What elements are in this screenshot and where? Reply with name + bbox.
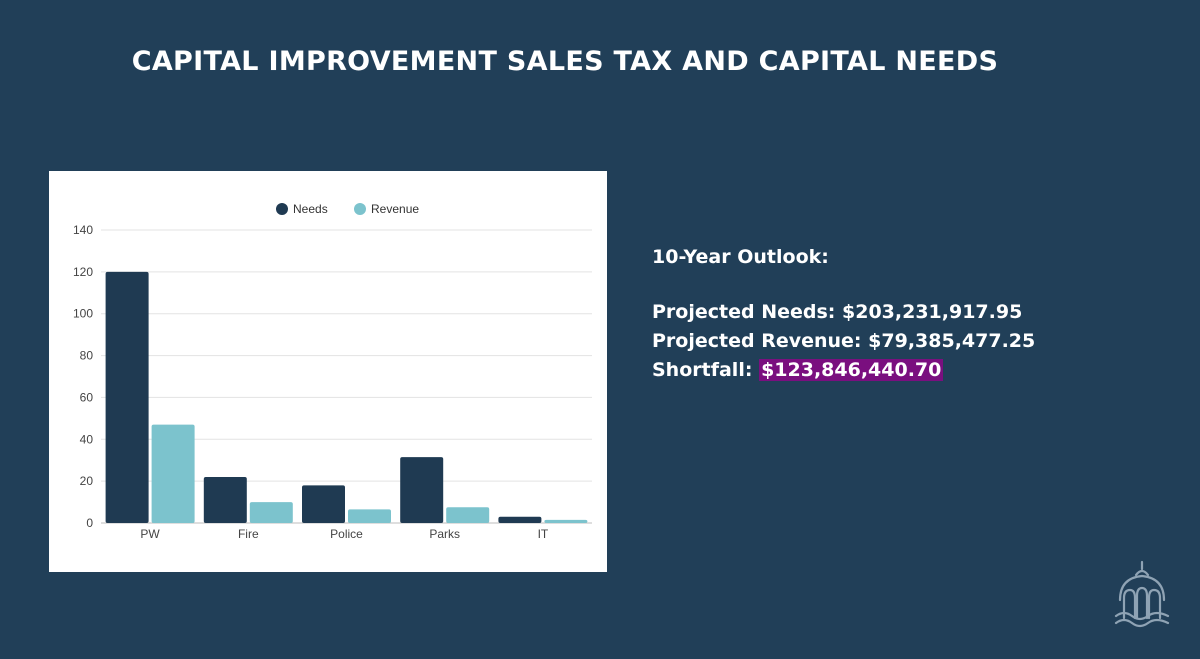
shortfall-line: Shortfall: $123,846,440.70 [652,356,1035,385]
bar-chart: Needs Revenue 0 20 40 60 80 100 120 140 PW Fire Po… [49,171,607,572]
legend-marker [354,203,366,215]
y-tick-label: 0 [86,516,93,530]
x-tick-label: Police [330,527,363,541]
capitol-dome-icon [1114,560,1170,628]
x-tick-label: IT [538,527,549,541]
bar-needs-fire [203,476,247,523]
slide-title: CAPITAL IMPROVEMENT SALES TAX AND CAPITA… [131,46,999,77]
needs-line: Projected Needs: $203,231,917.95 [652,298,1035,327]
legend-label: Needs [293,202,328,216]
y-tick-label: 140 [73,223,93,237]
y-axis-ticks: 0 20 40 60 80 100 120 140 [73,223,93,530]
x-axis-ticks: PW Fire Police Parks IT [140,527,548,541]
revenue-value: $79,385,477.25 [868,330,1036,352]
outlook-panel: 10-Year Outlook: Projected Needs: $203,2… [652,246,1035,385]
shortfall-label: Shortfall: [652,359,753,381]
x-tick-label: PW [140,527,160,541]
y-tick-label: 100 [73,307,93,321]
chart-legend: Needs Revenue [276,202,419,216]
legend-label: Revenue [371,202,419,216]
needs-label: Projected Needs: [652,301,836,323]
y-tick-label: 20 [80,474,94,488]
y-tick-label: 120 [73,265,93,279]
legend-marker [276,203,288,215]
bar-needs-pw [105,271,149,523]
x-tick-label: Parks [429,527,460,541]
y-tick-label: 60 [80,390,94,404]
bar-needs-parks [400,457,444,523]
bar-revenue-it [544,519,588,523]
bar-revenue-pw [151,424,195,523]
chart-bars [105,271,588,523]
y-tick-label: 80 [80,349,94,363]
shortfall-value: $123,846,440.70 [759,359,944,381]
bar-revenue-police [348,509,391,523]
needs-value: $203,231,917.95 [842,301,1023,323]
outlook-heading: 10-Year Outlook: [652,246,829,268]
x-tick-label: Fire [238,527,259,541]
bar-needs-it [498,516,542,523]
revenue-label: Projected Revenue: [652,330,862,352]
bar-needs-police [302,485,345,523]
bar-revenue-parks [446,507,490,523]
chart-svg: Needs Revenue 0 20 40 60 80 100 120 140 PW Fire Po… [73,202,592,541]
bar-revenue-fire [249,502,293,523]
revenue-line: Projected Revenue: $79,385,477.25 [652,327,1035,356]
y-tick-label: 40 [80,432,94,446]
